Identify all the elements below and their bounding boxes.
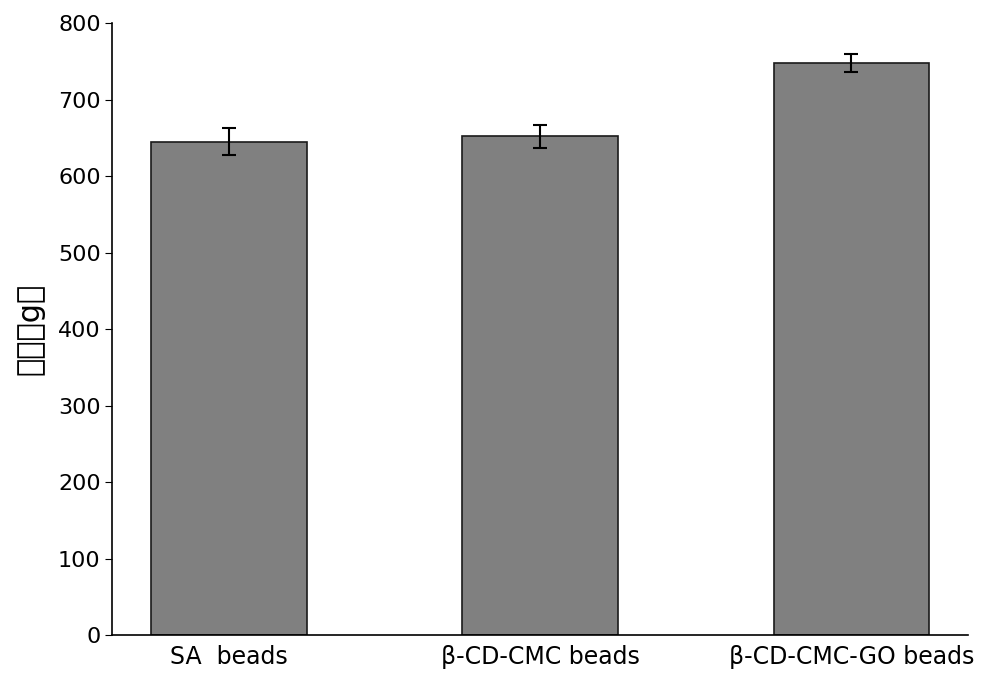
Bar [462, 136, 618, 635]
Bar [774, 63, 929, 635]
Bar [151, 142, 307, 635]
Y-axis label: 硬度（g）: 硬度（g） [15, 283, 44, 376]
